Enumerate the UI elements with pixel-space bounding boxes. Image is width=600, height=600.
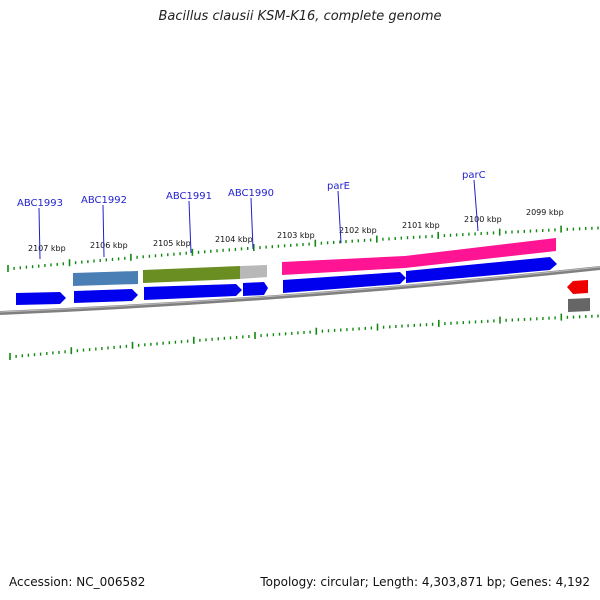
tick-label-2105: 2105 kbp: [153, 239, 191, 248]
leader-pare: [337, 190, 342, 244]
gene-label-abc1990[interactable]: ABC1990: [228, 188, 274, 199]
map-title: Bacillus clausii KSM-K16, complete genom…: [158, 9, 442, 24]
cds-feature-abc1990[interactable]: [243, 282, 268, 296]
leader-abc1990: [250, 197, 254, 250]
leader-parc: [473, 179, 479, 232]
genome-backbone: [0, 266, 600, 315]
tick-label-2100: 2100 kbp: [464, 215, 502, 224]
cds-feature-abc1993[interactable]: [16, 292, 66, 305]
tick-label-2106: 2106 kbp: [90, 241, 128, 250]
cds-feature-abc1991[interactable]: [144, 284, 242, 300]
gene-feature-right-gray[interactable]: [568, 298, 590, 312]
gene-label-leaders: [38, 179, 479, 260]
accession-text: Accession: NC_006582: [9, 575, 146, 589]
gene-feature-row: [73, 238, 556, 286]
gene-feature-abc1990[interactable]: [240, 265, 267, 279]
gene-feature-abc1991[interactable]: [143, 266, 240, 283]
outer-tick-ring: [7, 225, 599, 272]
cds-feature-pare[interactable]: [283, 272, 406, 293]
leader-abc1991: [188, 200, 192, 254]
gene-feature-abc1992[interactable]: [73, 271, 138, 286]
genome-summary-text: Topology: circular; Length: 4,303,871 bp…: [260, 575, 590, 589]
gene-labels: ABC1993 ABC1992 ABC1991 ABC1990 parE par…: [17, 170, 486, 209]
leader-abc1992: [102, 204, 105, 258]
tick-label-2107: 2107 kbp: [28, 244, 66, 253]
tick-label-2101: 2101 kbp: [402, 221, 440, 230]
gene-feature-parc[interactable]: [405, 238, 556, 268]
tick-label-2099: 2099 kbp: [526, 208, 564, 217]
cds-feature-parc[interactable]: [406, 257, 557, 283]
cds-feature-reverse[interactable]: [567, 280, 588, 294]
gene-feature-pare[interactable]: [282, 256, 405, 275]
gene-label-abc1993[interactable]: ABC1993: [17, 198, 63, 209]
gene-label-abc1991[interactable]: ABC1991: [166, 191, 212, 202]
tick-label-2103: 2103 kbp: [277, 231, 315, 240]
genome-backbone-highlight: [0, 266, 600, 313]
cds-feature-row: [16, 257, 590, 312]
gene-label-abc1992[interactable]: ABC1992: [81, 195, 127, 206]
gene-label-parc[interactable]: parC: [462, 170, 486, 181]
gene-label-pare[interactable]: parE: [327, 181, 350, 192]
cds-feature-abc1992[interactable]: [74, 289, 138, 303]
inner-tick-ring: [9, 313, 599, 360]
leader-abc1993: [38, 207, 41, 260]
tick-label-2104: 2104 kbp: [215, 235, 253, 244]
tick-labels: 2107 kbp 2106 kbp 2105 kbp 2104 kbp 2103…: [28, 208, 564, 253]
tick-label-2102: 2102 kbp: [339, 226, 377, 235]
